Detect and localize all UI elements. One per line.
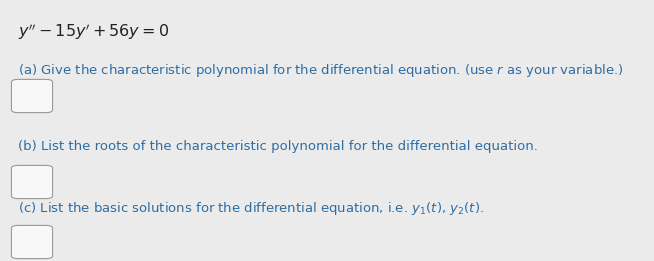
Text: (a) Give the characteristic polynomial for the differential equation. (use $r$ a: (a) Give the characteristic polynomial f…: [18, 62, 623, 79]
FancyBboxPatch shape: [12, 79, 52, 112]
FancyBboxPatch shape: [12, 226, 52, 259]
Text: (c) List the basic solutions for the differential equation, i.e. $y_1(t)$, $y_2(: (c) List the basic solutions for the dif…: [18, 200, 484, 217]
FancyBboxPatch shape: [12, 165, 52, 199]
Text: $y'' - 15y' + 56y = 0$: $y'' - 15y' + 56y = 0$: [18, 22, 169, 42]
Text: (b) List the roots of the characteristic polynomial for the differential equatio: (b) List the roots of the characteristic…: [18, 140, 538, 153]
